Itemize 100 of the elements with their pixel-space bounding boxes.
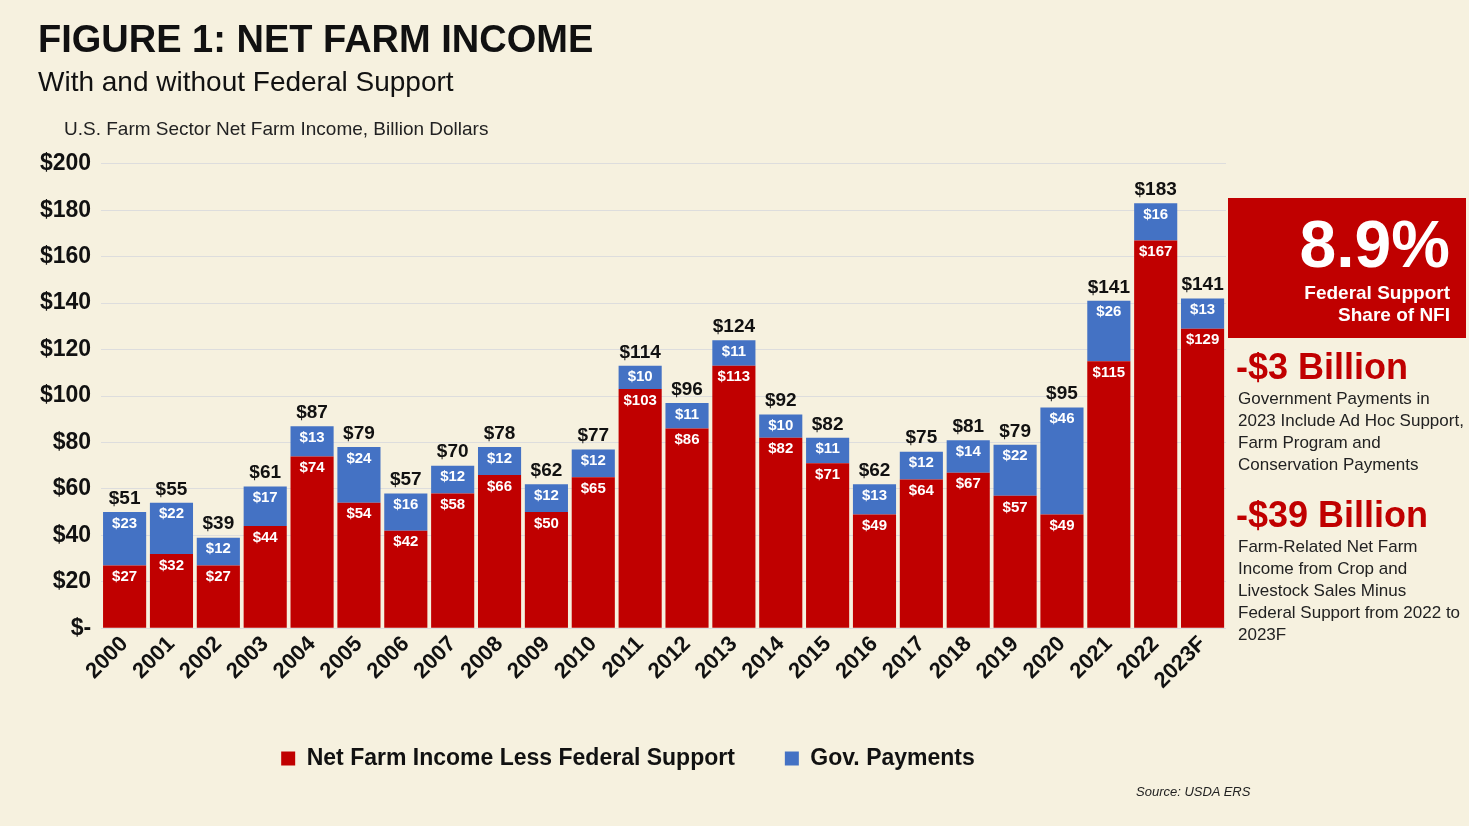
data-label: $54 [346,504,373,522]
data-label: $11 [815,439,840,457]
bar [665,428,709,628]
total-label: $87 [296,400,328,422]
data-label: $86 [674,430,700,448]
bar [852,514,897,628]
data-label: $23 [112,513,138,531]
data-label: $57 [1002,497,1028,515]
total-label: $78 [483,421,516,443]
bar [1040,407,1084,515]
bar [337,502,381,628]
bar [149,553,194,628]
text: Government Payments in 2023 Include Ad Hoc Support, Farm Program and Conservation Payments [1238,388,1465,476]
total-label: $81 [952,414,985,436]
bar [477,474,522,628]
data-label: $50 [533,513,559,531]
data-label: $64 [908,481,935,499]
data-label: $113 [717,367,751,385]
bar [946,472,990,628]
bar [337,447,381,503]
data-label: $115 [1092,362,1126,380]
data-label: $12 [205,539,231,557]
bar [103,565,147,628]
data-label: $71 [815,464,841,482]
data-label: $167 [1139,242,1173,260]
data-label: $49 [861,516,888,534]
data-label: $11 [674,404,700,422]
source-note: Source: USDA ERS [1136,784,1251,799]
bar [431,493,475,628]
total-label: $39 [202,512,235,534]
data-label: $13 [861,485,888,503]
bar [103,512,147,566]
legend-label: Gov. Payments [810,743,975,770]
bar [1087,300,1131,362]
total-label: $62 [530,458,563,480]
legend-label: Net Farm Income Less Federal Support [306,743,736,770]
data-label: $58 [440,495,466,513]
total-label: $82 [811,412,844,434]
data-label: $74 [299,458,326,476]
y-tick-label: $80 [52,427,92,454]
bar [759,437,803,628]
data-label: $10 [768,416,794,434]
chart-title: FIGURE 1: NET FARM INCOME [38,18,594,61]
data-label: $12 [580,451,606,469]
bar [384,530,428,628]
data-label: $49 [1049,516,1075,534]
y-tick-label: $20 [52,567,92,594]
total-label: $70 [436,440,469,462]
total-label: $75 [905,426,938,448]
y-tick-label: $200 [39,149,92,176]
total-label: $77 [577,424,610,446]
bar [1181,328,1225,628]
data-label: $27 [205,567,231,585]
chart-subtitle: With and without Federal Support [38,66,454,98]
bar [1087,361,1131,628]
data-label: $103 [623,390,657,408]
total-label: $79 [999,419,1031,441]
data-label: $27 [112,567,138,585]
data-label: $16 [393,495,419,513]
data-label: $12 [533,485,559,503]
total-label: $141 [1181,273,1225,295]
bar [290,456,334,628]
total-label: $57 [389,468,422,490]
total-label: $92 [764,389,797,411]
data-label: $82 [768,439,794,457]
data-label: $10 [627,367,653,385]
data-label: $12 [440,467,466,485]
data-label: $13 [1190,300,1216,318]
text: 8.9% [1228,198,1466,282]
total-label: $141 [1087,275,1131,297]
total-label: $61 [249,461,282,483]
y-tick-label: $140 [39,288,92,315]
text: Federal Support Share of NFI [1228,282,1466,338]
bar [993,444,1037,496]
bar [806,463,850,628]
bar [524,512,568,628]
text: -$3 Billion [1236,346,1410,388]
data-label: $42 [393,532,419,550]
data-label: $22 [1002,446,1028,464]
bar [1134,240,1178,628]
bar [899,479,943,628]
bar [149,502,194,554]
data-label: $22 [158,504,184,522]
data-label: $11 [721,341,746,359]
data-label: $14 [955,441,982,459]
bar [243,526,287,628]
y-tick-label: $- [70,613,92,640]
bar [571,477,615,628]
total-label: $51 [108,486,141,508]
data-label: $26 [1096,302,1122,320]
y-tick-label: $40 [52,520,92,547]
y-axis-title: U.S. Farm Sector Net Farm Income, Billion Dollars [64,118,489,140]
y-tick-label: $180 [39,195,92,222]
data-label: $12 [487,448,513,466]
data-label: $13 [299,427,325,445]
bar [196,565,240,628]
y-tick-label: $160 [39,242,92,269]
data-label: $16 [1143,204,1169,222]
bar [618,389,662,628]
data-label: $67 [955,474,981,492]
